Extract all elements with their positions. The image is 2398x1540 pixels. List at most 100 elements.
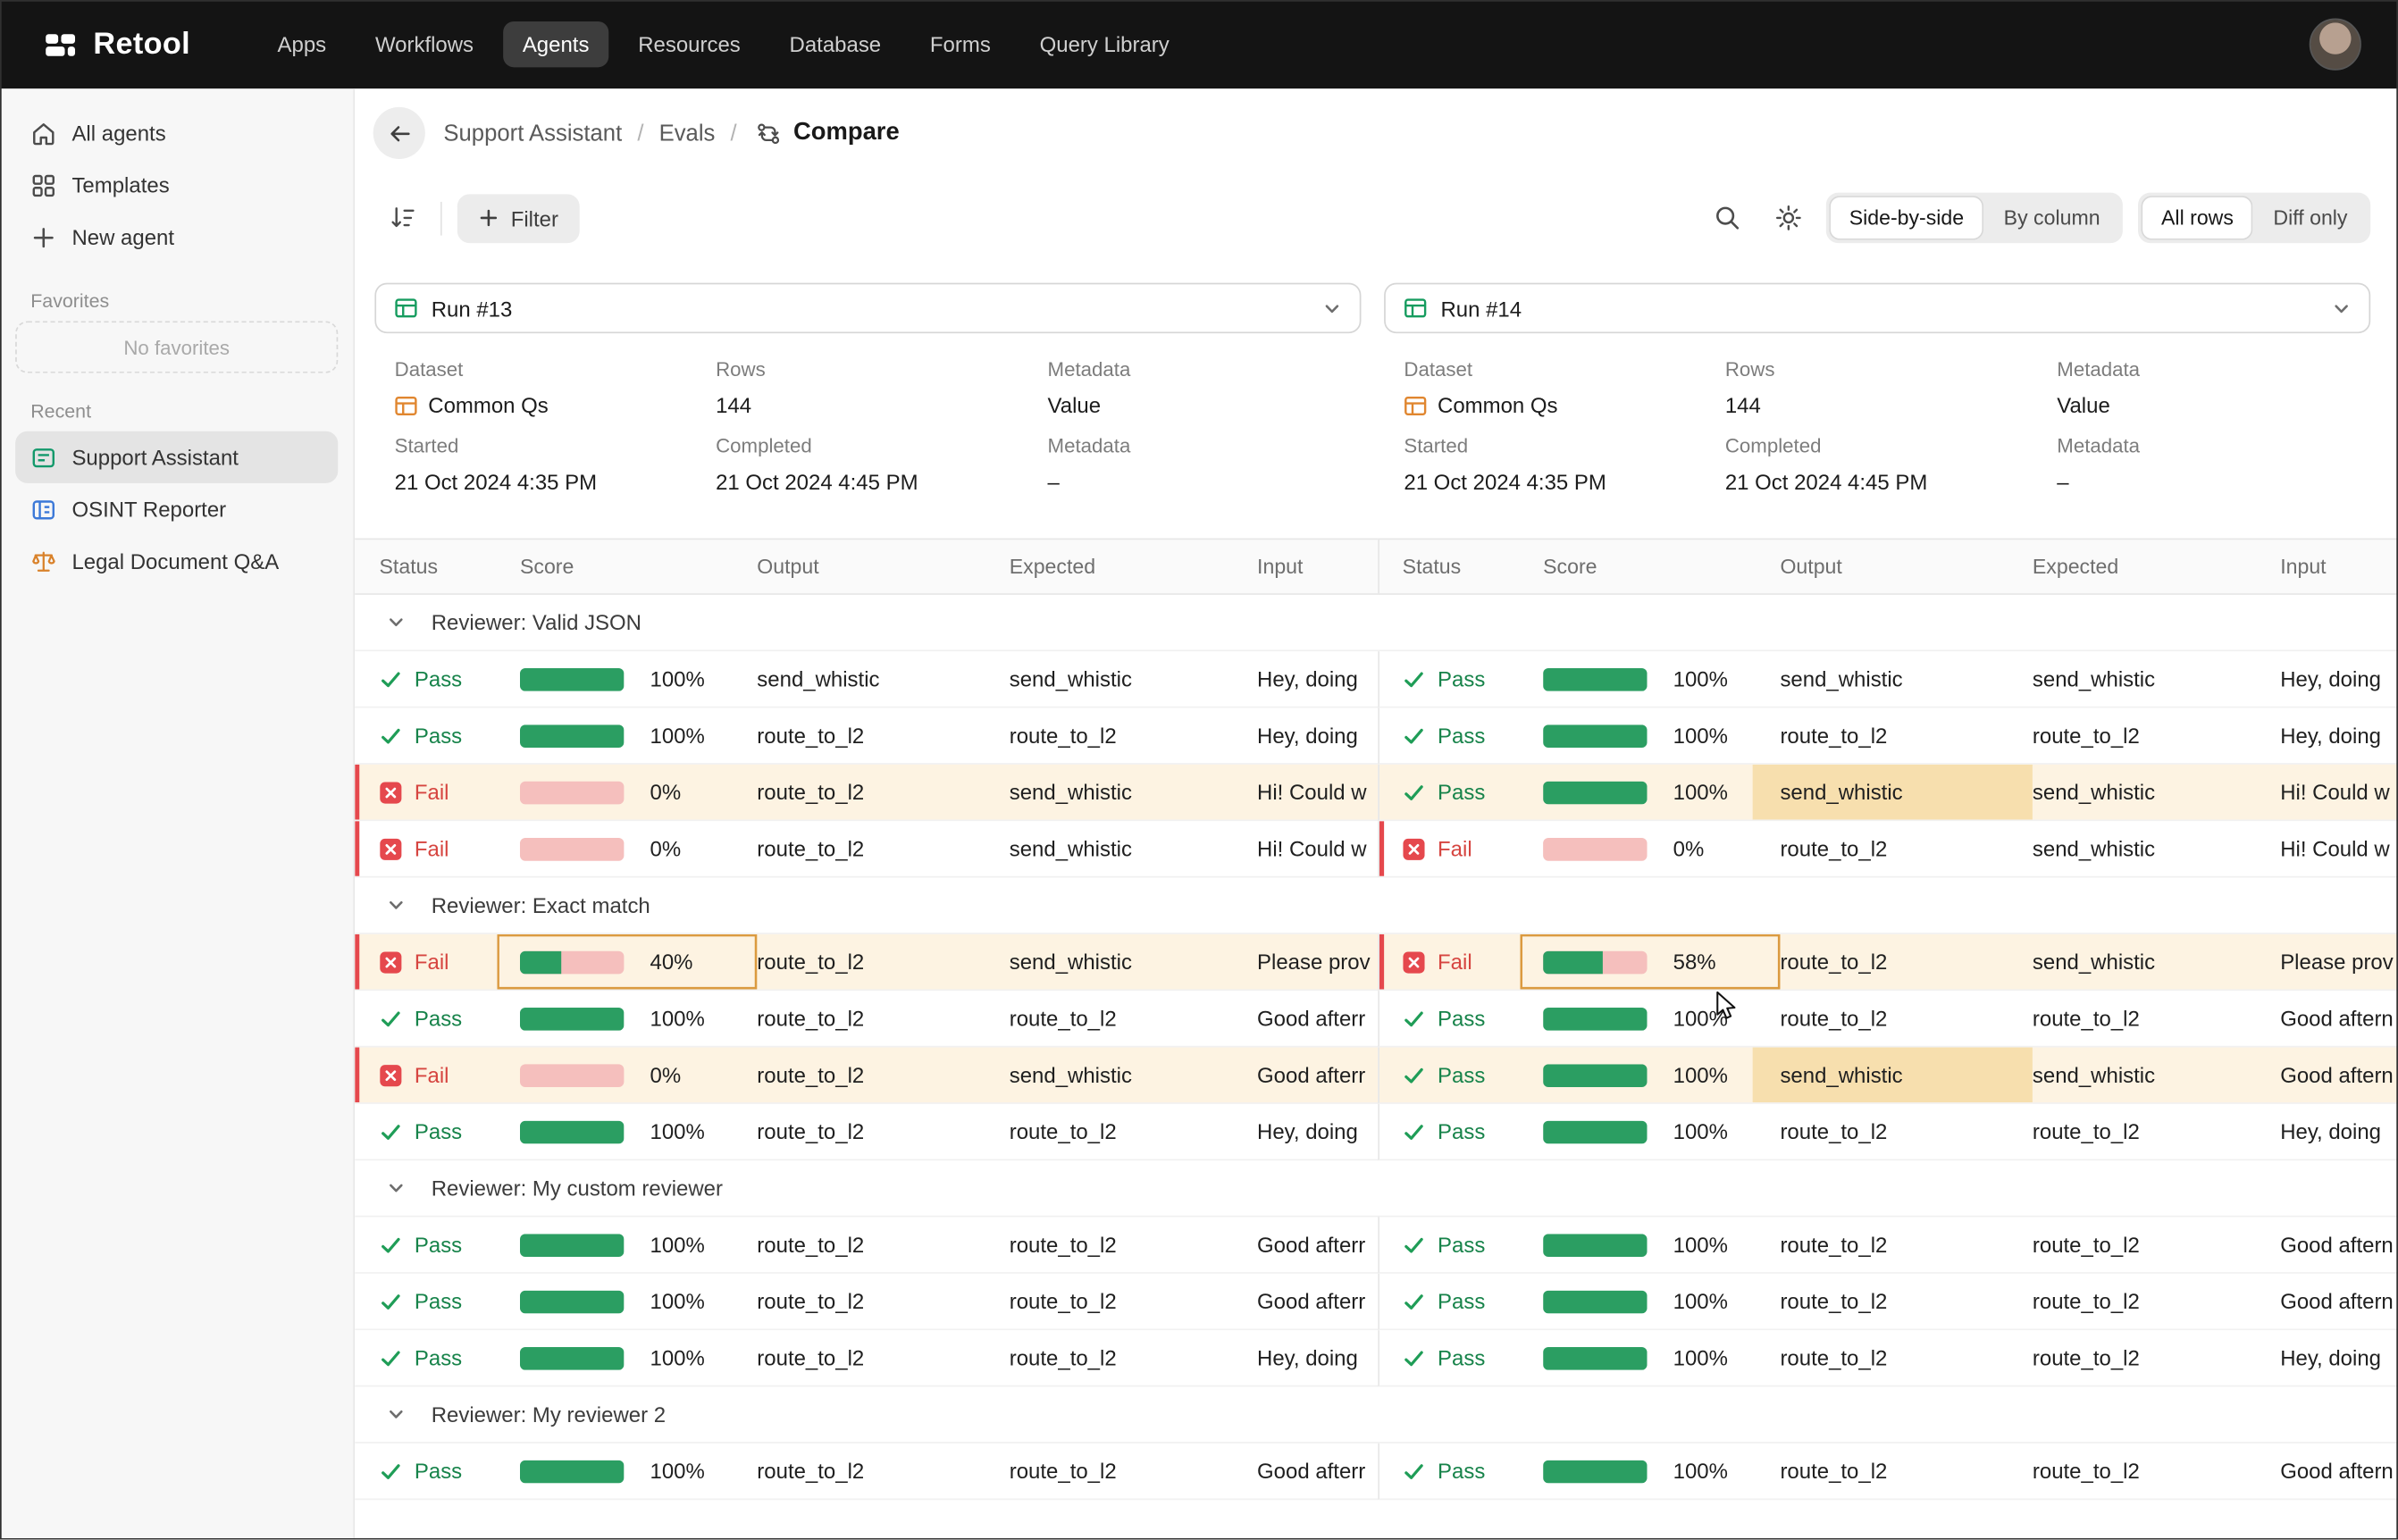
fail-icon: [380, 950, 403, 974]
plus-icon: [479, 208, 499, 228]
toggle-diff-only[interactable]: Diff only: [2253, 196, 2368, 240]
row-right[interactable]: Fail0%route_to_l2send_whisticHi! Could w: [1378, 821, 2398, 877]
expected-value: send_whistic: [2033, 836, 2155, 860]
group-header-reviewer-my-reviewer-2[interactable]: Reviewer: My reviewer 2: [355, 1387, 2398, 1444]
status-cell: Pass: [380, 1330, 520, 1385]
breadcrumb-link-support-assistant[interactable]: Support Assistant: [443, 120, 622, 146]
output-value: route_to_l2: [757, 950, 864, 974]
sidebar-item-osint-reporter[interactable]: OSINT Reporter: [15, 483, 338, 535]
score-value: 0%: [650, 1063, 681, 1087]
toggle-all-rows[interactable]: All rows: [2142, 196, 2253, 240]
nav-item-resources[interactable]: Resources: [618, 21, 760, 67]
nav-item-query-library[interactable]: Query Library: [1019, 21, 1189, 67]
row-left[interactable]: Pass100%route_to_l2route_to_l2Hey, doing: [355, 708, 1378, 765]
meta-value: –: [1048, 465, 1379, 498]
sidebar-item-label: Support Assistant: [71, 445, 238, 469]
row-left[interactable]: Pass100%route_to_l2route_to_l2Good after…: [355, 1444, 1378, 1500]
score-cell: 100%: [1543, 1048, 1780, 1103]
row-left[interactable]: Fail0%route_to_l2send_whisticGood afterr: [355, 1048, 1378, 1104]
search-button[interactable]: [1704, 195, 1749, 240]
input-cell: Hi! Could w: [1257, 765, 1378, 820]
input-value: Hi! Could w: [1257, 780, 1367, 804]
sort-button[interactable]: [380, 195, 425, 240]
score-value: 100%: [1673, 1063, 1728, 1087]
toolbar-divider: [440, 201, 442, 235]
score-bar: [1543, 1064, 1647, 1087]
row-left[interactable]: Fail40%route_to_l2send_whisticPlease pro…: [355, 934, 1378, 991]
row-left[interactable]: Pass100%route_to_l2route_to_l2Good after…: [355, 1218, 1378, 1274]
table-header-right: StatusScoreOutputExpectedInput: [1378, 539, 2398, 595]
output-cell: route_to_l2: [1780, 1104, 2032, 1159]
expected-value: route_to_l2: [1010, 724, 1117, 748]
row-left[interactable]: Pass100%send_whisticsend_whisticHey, doi…: [355, 651, 1378, 707]
row-left[interactable]: Pass100%route_to_l2route_to_l2Hey, doing: [355, 1330, 1378, 1386]
run-selector-1[interactable]: Run #13: [374, 283, 1361, 333]
row-right[interactable]: Pass100%route_to_l2route_to_l2Hey, doing: [1378, 1330, 2398, 1386]
sidebar-item-support-assistant[interactable]: Support Assistant: [15, 431, 338, 483]
output-value: route_to_l2: [757, 1345, 864, 1369]
row-right[interactable]: Pass100%route_to_l2route_to_l2Good after…: [1378, 991, 2398, 1047]
col-header-status: Status: [1403, 555, 1543, 578]
score-cell[interactable]: 58%: [1520, 934, 1780, 990]
app-window: Retool AppsWorkflowsAgentsResourcesDatab…: [0, 0, 2398, 1540]
output-cell: route_to_l2: [757, 991, 1009, 1046]
output-value: route_to_l2: [1780, 1006, 1887, 1030]
filter-button[interactable]: Filter: [457, 194, 580, 243]
input-cell: Good afterr: [1257, 1274, 1378, 1329]
meta-field-metadata: MetadataValue: [1048, 358, 1379, 423]
status-label: Pass: [1438, 1233, 1485, 1257]
nav-item-agents[interactable]: Agents: [503, 21, 609, 67]
row-right[interactable]: Fail58%route_to_l2send_whisticPlease pro…: [1378, 934, 2398, 991]
score-bar: [520, 1234, 624, 1257]
score-cell: 100%: [1543, 765, 1780, 820]
score-bar-fill: [520, 667, 624, 690]
row-right[interactable]: Pass100%route_to_l2route_to_l2Good after…: [1378, 1274, 2398, 1330]
score-value: 100%: [650, 1006, 704, 1030]
toggle-by-column[interactable]: By column: [1983, 196, 2119, 240]
expected-value: route_to_l2: [1010, 1289, 1117, 1313]
nav-item-apps[interactable]: Apps: [257, 21, 346, 67]
row-right[interactable]: Pass100%send_whisticsend_whisticHey, doi…: [1378, 651, 2398, 707]
meta-label: Metadata: [2057, 434, 2398, 458]
meta-grid: DatasetCommon QsRows144MetadataValueStar…: [395, 358, 1379, 498]
sidebar-item-all-agents[interactable]: All agents: [15, 107, 338, 159]
row-left[interactable]: Pass100%route_to_l2route_to_l2Good after…: [355, 991, 1378, 1047]
row-right[interactable]: Pass100%route_to_l2route_to_l2Good after…: [1378, 1444, 2398, 1500]
nav-item-forms[interactable]: Forms: [910, 21, 1010, 67]
row-right[interactable]: Pass100%route_to_l2route_to_l2Hey, doing: [1378, 1104, 2398, 1160]
back-button[interactable]: [373, 107, 425, 159]
run-selector-2[interactable]: Run #14: [1384, 283, 2370, 333]
row-left[interactable]: Fail0%route_to_l2send_whisticHi! Could w: [355, 765, 1378, 821]
sidebar-item-legal-document-q-a[interactable]: Legal Document Q&A: [15, 535, 338, 587]
score-bar-fill: [520, 1460, 624, 1483]
group-header-reviewer-exact-match[interactable]: Reviewer: Exact match: [355, 878, 2398, 934]
group-header-reviewer-my-custom-reviewer[interactable]: Reviewer: My custom reviewer: [355, 1160, 2398, 1217]
group-header-reviewer-valid-json[interactable]: Reviewer: Valid JSON: [355, 595, 2398, 651]
input-cell: Good aftern: [2280, 1048, 2398, 1103]
sidebar-item-templates[interactable]: Templates: [15, 159, 338, 211]
row-right[interactable]: Pass100%route_to_l2route_to_l2Good after…: [1378, 1218, 2398, 1274]
user-avatar[interactable]: [2310, 19, 2361, 71]
score-bar-fill: [1543, 1290, 1647, 1313]
nav-item-workflows[interactable]: Workflows: [356, 21, 494, 67]
score-cell[interactable]: 40%: [497, 934, 757, 990]
col-header-expected: Expected: [2033, 555, 2280, 578]
sidebar-item-new-agent[interactable]: New agent: [15, 211, 338, 263]
row-left[interactable]: Pass100%route_to_l2route_to_l2Hey, doing: [355, 1104, 1378, 1160]
row-left[interactable]: Pass100%route_to_l2route_to_l2Good after…: [355, 1274, 1378, 1330]
row-right[interactable]: Pass100%send_whisticsend_whisticGood aft…: [1378, 1048, 2398, 1104]
toolbar: Filter Side-by-sideBy column All row: [380, 193, 2371, 243]
nav-item-database[interactable]: Database: [769, 21, 901, 67]
status-label: Pass: [1438, 724, 1485, 748]
grid-icon: [30, 172, 56, 198]
row-right[interactable]: Pass100%route_to_l2route_to_l2Hey, doing: [1378, 708, 2398, 765]
meta-field-completed: Completed21 Oct 2024 4:45 PM: [716, 434, 1047, 498]
check-icon: [380, 1346, 403, 1369]
toggle-side-by-side[interactable]: Side-by-side: [1829, 196, 1983, 240]
output-cell: send_whistic: [1780, 651, 2032, 707]
expected-value: send_whistic: [1010, 666, 1132, 690]
breadcrumb-link-evals[interactable]: Evals: [659, 120, 716, 146]
row-right[interactable]: Pass100%send_whisticsend_whisticHi! Coul…: [1378, 765, 2398, 821]
row-left[interactable]: Fail0%route_to_l2send_whisticHi! Could w: [355, 821, 1378, 877]
settings-button[interactable]: [1765, 195, 1811, 240]
